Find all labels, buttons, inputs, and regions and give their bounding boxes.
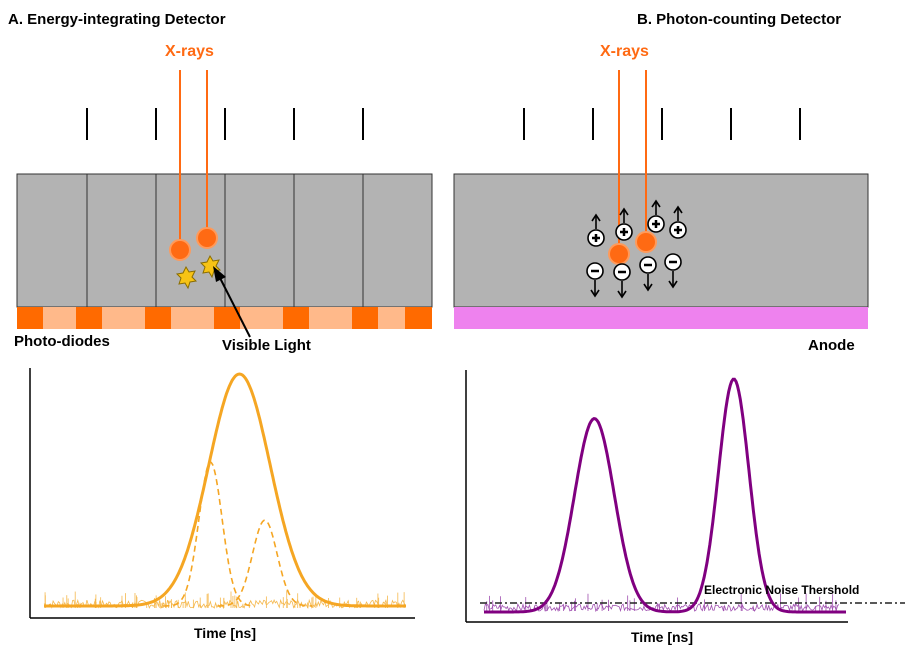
photodiode [145,307,171,329]
panel-a-curves [44,372,406,608]
down-arrowhead-icon [643,283,653,292]
anode-strip [454,307,868,329]
panel-a-title: A. Energy-integrating Detector [8,11,226,28]
panel-b: B. Photon-counting Detector X-rays Anode [453,11,905,645]
visible-light-arrow [217,273,251,338]
down-arrowhead-icon [617,290,627,299]
up-arrowhead-icon [619,207,629,216]
electron-carrier-icon [664,253,682,289]
charge-carriers [586,199,687,299]
photodiode [76,307,102,329]
up-arrowhead-icon [651,199,661,208]
hole-carrier-icon [587,213,605,247]
photon-pulse-dashed-2 [217,519,312,607]
down-arrowhead-icon [590,289,600,298]
panel-a-xaxis-label: Time [ns] [194,625,256,641]
visible-light-label: Visible Light [222,337,311,354]
threshold-label: Electronic Noise Thershold [704,583,859,597]
up-arrowhead-icon [591,213,601,222]
visible-light-star-icon [199,254,222,279]
photodiodes-label: Photo-diodes [14,333,110,350]
panel-a-pixel-dividers [86,174,364,307]
visible-light-star-icon [175,265,198,290]
xray-interaction-dot [196,227,218,249]
photodiode [405,307,432,329]
panel-a: A. Energy-integrating Detector X-rays [8,11,433,641]
panel-b-curves [484,377,846,614]
xray-interaction-dot [169,239,191,261]
electron-carrier-icon [586,262,604,298]
panel-b-xray-beams [608,70,657,265]
integrated-signal-curve [44,372,406,608]
up-arrowhead-icon [673,205,683,214]
photodiode [352,307,378,329]
photodiode [283,307,309,329]
panel-b-septa [523,108,801,140]
semiconductor-block [453,173,869,308]
photodiode-strip [17,307,432,329]
panel-a-septa [86,108,364,140]
down-arrowhead-icon [668,280,678,289]
arrowhead-icon [213,266,226,282]
photon-counting-signal-curve [484,377,846,614]
hole-carrier-icon [669,205,687,239]
panel-a-xray-label: X-rays [165,43,214,60]
anode-label: Anode [808,337,855,354]
electron-carrier-icon [613,263,631,299]
panel-b-signal-plot: Electronic Noise Thershold Time [ns] [465,370,905,645]
photon-pulse-dashed-1 [163,461,254,607]
xray-interaction-dot [608,243,630,265]
panel-b-title: B. Photon-counting Detector [637,11,841,28]
hole-carrier-icon [615,207,633,241]
panel-b-xaxis-label: Time [ns] [631,629,693,645]
photodiode [214,307,240,329]
xray-interaction-dot [635,231,657,253]
photodiode [17,307,43,329]
panel-b-xray-label: X-rays [600,43,649,60]
electron-carrier-icon [639,256,657,292]
hole-carrier-icon [647,199,665,233]
panel-a-xray-beams [169,70,218,261]
panel-a-signal-plot: Time [ns] [29,368,415,641]
